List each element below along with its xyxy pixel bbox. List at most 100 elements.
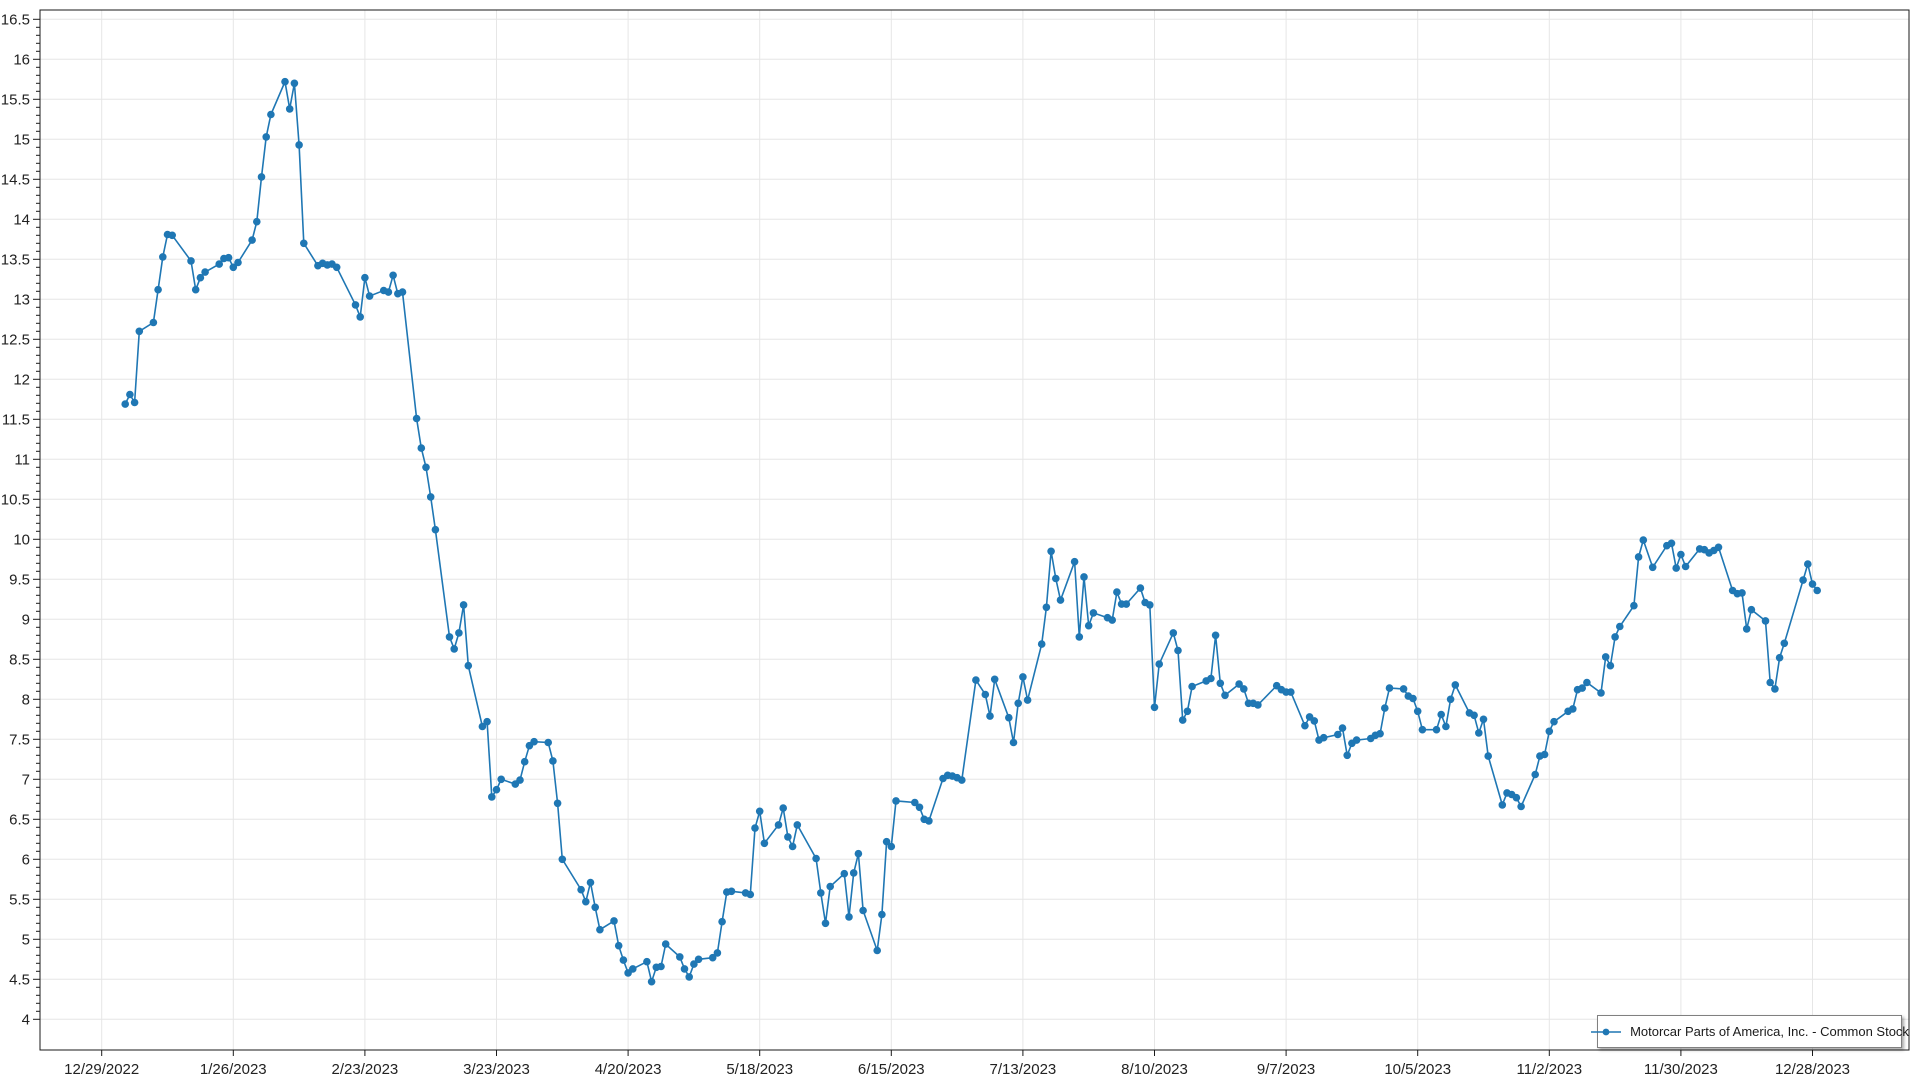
data-point: [1677, 550, 1685, 559]
data-point: [1498, 801, 1507, 809]
data-point: [1183, 707, 1192, 716]
data-point: [168, 231, 176, 240]
data-point: [365, 292, 374, 300]
data-point: [1540, 750, 1549, 759]
data-point: [121, 400, 129, 408]
data-point: [1437, 710, 1445, 719]
data-point: [422, 463, 430, 472]
data-point: [793, 821, 802, 829]
svg-text:12: 12: [13, 371, 30, 388]
svg-text:12/28/2023: 12/28/2023: [1775, 1061, 1850, 1078]
legend[interactable]: Motorcar Parts of America, Inc. - Common…: [1591, 1015, 1909, 1048]
series-motorcar-parts-of-america-inc-common-stock[interactable]: [121, 77, 1821, 986]
svg-text:11: 11: [14, 451, 30, 468]
data-point: [159, 253, 167, 261]
data-point: [676, 953, 684, 961]
data-point: [135, 327, 144, 336]
data-point: [1742, 625, 1751, 633]
data-point: [718, 917, 726, 926]
svg-text:11.5: 11.5: [2, 411, 30, 428]
svg-text:6.5: 6.5: [9, 811, 30, 828]
data-point: [300, 239, 308, 248]
data-point: [201, 268, 209, 276]
data-point: [1052, 574, 1060, 583]
data-point: [215, 260, 223, 268]
data-point: [1517, 802, 1525, 811]
data-point: [1014, 699, 1022, 708]
data-point: [958, 776, 966, 784]
data-point: [779, 804, 787, 812]
data-point: [821, 919, 830, 928]
svg-text:1/26/2023: 1/26/2023: [200, 1061, 267, 1078]
svg-text:16: 16: [13, 51, 30, 68]
data-point: [1681, 562, 1690, 571]
data-point: [1601, 653, 1610, 661]
svg-text:9: 9: [22, 611, 30, 628]
data-point: [755, 807, 764, 816]
data-point: [577, 885, 585, 894]
data-point: [1188, 682, 1196, 691]
svg-text:12/29/2022: 12/29/2022: [64, 1061, 139, 1078]
data-point: [596, 925, 604, 934]
series-line: [124, 78, 1818, 985]
data-point: [1470, 711, 1478, 720]
svg-text:10.5: 10.5: [1, 491, 30, 508]
data-point: [497, 775, 506, 784]
data-point: [351, 301, 360, 309]
svg-text:7/13/2023: 7/13/2023: [990, 1061, 1057, 1078]
data-point: [191, 285, 200, 294]
svg-text:13: 13: [13, 291, 30, 308]
data-point: [1569, 705, 1577, 713]
data-point: [1005, 713, 1013, 722]
data-point: [1352, 736, 1361, 744]
data-point: [1775, 653, 1784, 662]
data-point: [257, 173, 266, 181]
data-point: [591, 903, 599, 912]
svg-text:14: 14: [13, 211, 30, 228]
svg-text:3/23/2023: 3/23/2023: [463, 1061, 530, 1078]
data-point: [154, 285, 162, 294]
data-point: [1667, 539, 1676, 548]
data-point: [915, 803, 924, 812]
data-point: [1611, 633, 1619, 641]
data-point: [690, 960, 698, 968]
y-axis: 4 4.5 5 5.5 6 6.5 7 7.5 8 8.5 9 9.5 10 10.5 11 11.5 12 12…: [1, 11, 40, 1028]
svg-text:7.5: 7.5: [9, 731, 30, 748]
data-point: [1019, 673, 1027, 681]
data-point: [1310, 717, 1319, 725]
svg-text:4/20/2023: 4/20/2023: [595, 1061, 662, 1078]
data-point: [1479, 715, 1488, 724]
data-point: [1446, 695, 1455, 704]
data-point: [196, 273, 205, 282]
svg-text:8/10/2023: 8/10/2023: [1121, 1061, 1188, 1078]
data-point: [412, 414, 421, 423]
data-point: [817, 889, 825, 897]
data-point: [361, 273, 369, 282]
data-point: [1409, 694, 1417, 703]
svg-text:16.5: 16.5: [1, 11, 30, 28]
data-point: [1174, 646, 1182, 655]
data-point: [1319, 733, 1328, 742]
data-point: [445, 633, 454, 641]
svg-text:5/18/2023: 5/18/2023: [726, 1061, 793, 1078]
data-point: [586, 878, 595, 887]
data-point: [262, 133, 271, 141]
data-point: [887, 842, 896, 851]
data-point: [252, 217, 261, 226]
data-point: [1211, 631, 1220, 640]
data-point: [1216, 679, 1225, 688]
svg-text:10: 10: [13, 531, 30, 548]
data-point: [1418, 725, 1427, 734]
svg-text:15.5: 15.5: [1, 91, 30, 108]
data-point: [1070, 557, 1079, 566]
data-point: [1714, 543, 1723, 552]
data-point: [464, 661, 473, 670]
data-point: [389, 271, 397, 280]
data-point: [1287, 688, 1295, 696]
data-point: [981, 690, 990, 699]
data-point: [746, 890, 755, 899]
svg-text:11/30/2023: 11/30/2023: [1644, 1061, 1718, 1078]
data-point: [911, 798, 919, 807]
data-point: [760, 839, 769, 848]
